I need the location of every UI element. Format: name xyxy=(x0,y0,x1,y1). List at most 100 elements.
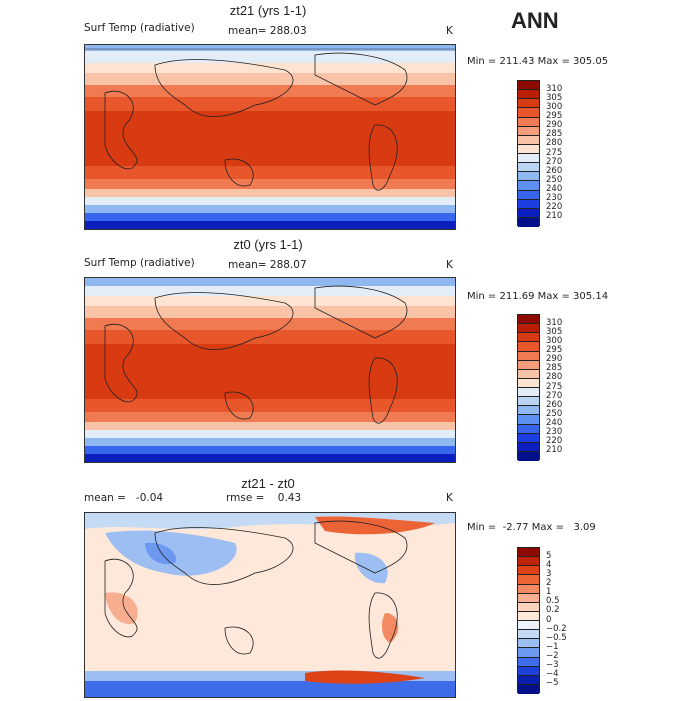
colorbar-tick-label: 300 xyxy=(546,101,563,112)
colorbar-tick-label: 290 xyxy=(546,354,563,365)
colorbar-swatch xyxy=(518,378,539,388)
colorbar-tick-label: 310 xyxy=(546,83,563,94)
colorbar-tick-label: −2 xyxy=(546,651,559,661)
colorbar-swatch xyxy=(518,584,539,594)
colorbar-swatch xyxy=(518,90,539,100)
panel1-units: K xyxy=(446,25,453,37)
colorbar-swatch xyxy=(518,154,539,164)
panel2-title: zt0 (yrs 1-1) xyxy=(233,237,303,252)
colorbar-swatch xyxy=(518,117,539,127)
panel1-variable: Surf Temp (radiative) xyxy=(84,22,195,34)
colorbar-tick-label: 250 xyxy=(546,174,563,185)
colorbar-swatch xyxy=(518,342,539,352)
colorbar-swatch xyxy=(518,181,539,191)
colorbar-tick-label: 260 xyxy=(546,399,563,410)
colorbar-swatch xyxy=(518,81,539,91)
colorbar-tick-label: 220 xyxy=(546,202,563,213)
colorbar-swatch xyxy=(518,172,539,182)
colorbar-tick-label: 210 xyxy=(546,445,563,456)
colorbar-swatch xyxy=(518,190,539,200)
colorbar-swatch xyxy=(518,611,539,621)
colorbar-tick-label: −4 xyxy=(546,669,559,680)
colorbar-swatch xyxy=(518,675,539,685)
colorbar-tick-label: 240 xyxy=(546,184,563,194)
panel1-title: zt21 (yrs 1-1) xyxy=(229,3,307,18)
colorbar-swatch xyxy=(518,369,539,379)
colorbar-swatch xyxy=(518,144,539,154)
colorbar-swatch xyxy=(518,575,539,585)
panel1-map xyxy=(84,44,456,230)
panel3-rmse: rmse = 0.43 xyxy=(226,492,302,504)
colorbar-tick-label: 270 xyxy=(546,156,563,167)
colorbar-swatch xyxy=(518,548,539,558)
colorbar-tick-label: 5 xyxy=(546,550,552,561)
colorbar-tick-label: −5 xyxy=(546,678,559,689)
colorbar-tick-label: 270 xyxy=(546,390,563,401)
panel2-mean: mean= 288.07 xyxy=(228,259,307,271)
panel2-variable: Surf Temp (radiative) xyxy=(84,257,195,269)
panel2-map-svg xyxy=(85,278,455,462)
colorbar-tick-label: 0.5 xyxy=(546,596,560,607)
colorbar-swatch xyxy=(518,333,539,343)
colorbar-tick-label: 280 xyxy=(546,138,563,149)
colorbar-tick-label: −3 xyxy=(546,660,559,671)
colorbar-swatch xyxy=(518,621,539,631)
colorbar-tick-label: 210 xyxy=(546,211,563,222)
colorbar-tick-label: 260 xyxy=(546,165,563,176)
colorbar-swatch xyxy=(518,406,539,416)
panel1-map-svg xyxy=(85,45,455,229)
panel2-minmax: Min = 211.69 Max = 305.14 xyxy=(467,291,609,302)
panel3-map-svg xyxy=(85,513,455,697)
colorbar-tick-label: 275 xyxy=(546,147,563,158)
colorbar-tick-label: 3 xyxy=(546,568,552,579)
colorbar-tick-label: 0.2 xyxy=(546,605,560,616)
colorbar-swatch xyxy=(518,135,539,145)
colorbar-tick-label: 230 xyxy=(546,193,563,204)
colorbar-tick-label: 2 xyxy=(546,578,552,588)
season-title: ANN xyxy=(511,8,559,33)
colorbar-tick-label: 295 xyxy=(546,345,563,355)
panel3-minmax: Min = -2.77 Max = 3.09 xyxy=(467,522,596,533)
colorbar-swatch xyxy=(518,126,539,136)
colorbar-tick-label: 285 xyxy=(546,129,563,140)
colorbar-swatch xyxy=(518,566,539,576)
panel3-mean: mean = -0.04 xyxy=(84,492,164,504)
colorbar-tick-label: 240 xyxy=(546,418,563,428)
colorbar-swatch xyxy=(518,666,539,676)
colorbar-tick-label: 0 xyxy=(546,614,552,625)
colorbar-tick-label: 295 xyxy=(546,111,563,121)
colorbar-swatch xyxy=(518,648,539,658)
panel3-title: zt21 - zt0 xyxy=(241,476,295,491)
colorbar-tick-label: −0.5 xyxy=(546,632,567,643)
colorbar-swatch xyxy=(518,415,539,425)
colorbar-tick-label: 220 xyxy=(546,436,563,447)
colorbar-swatch xyxy=(518,602,539,612)
panel3-colorbar xyxy=(517,547,540,694)
colorbar-swatch xyxy=(518,163,539,173)
colorbar-tick-label: 230 xyxy=(546,427,563,438)
colorbar-swatch xyxy=(518,351,539,361)
colorbar-tick-label: 305 xyxy=(546,92,563,103)
colorbar-swatch xyxy=(518,397,539,407)
colorbar-swatch xyxy=(518,424,539,434)
colorbar-tick-label: −1 xyxy=(546,641,559,652)
colorbar-tick-label: 250 xyxy=(546,408,563,419)
colorbar-tick-label: 280 xyxy=(546,372,563,383)
colorbar-tick-label: 275 xyxy=(546,381,563,392)
colorbar-tick-label: 285 xyxy=(546,363,563,374)
colorbar-swatch xyxy=(518,217,539,227)
colorbar-tick-label: 305 xyxy=(546,326,563,337)
colorbar-tick-label: 300 xyxy=(546,335,563,346)
colorbar-swatch xyxy=(518,684,539,694)
colorbar-swatch xyxy=(518,315,539,325)
colorbar-swatch xyxy=(518,208,539,218)
colorbar-swatch xyxy=(518,593,539,603)
panel1-minmax: Min = 211.43 Max = 305.05 xyxy=(467,56,609,67)
colorbar-tick-label: 310 xyxy=(546,317,563,328)
colorbar-swatch xyxy=(518,433,539,443)
colorbar-swatch xyxy=(518,108,539,118)
colorbar-swatch xyxy=(518,324,539,334)
colorbar-swatch xyxy=(518,442,539,452)
panel1-colorbar xyxy=(517,80,540,227)
panel3-map xyxy=(84,512,456,698)
